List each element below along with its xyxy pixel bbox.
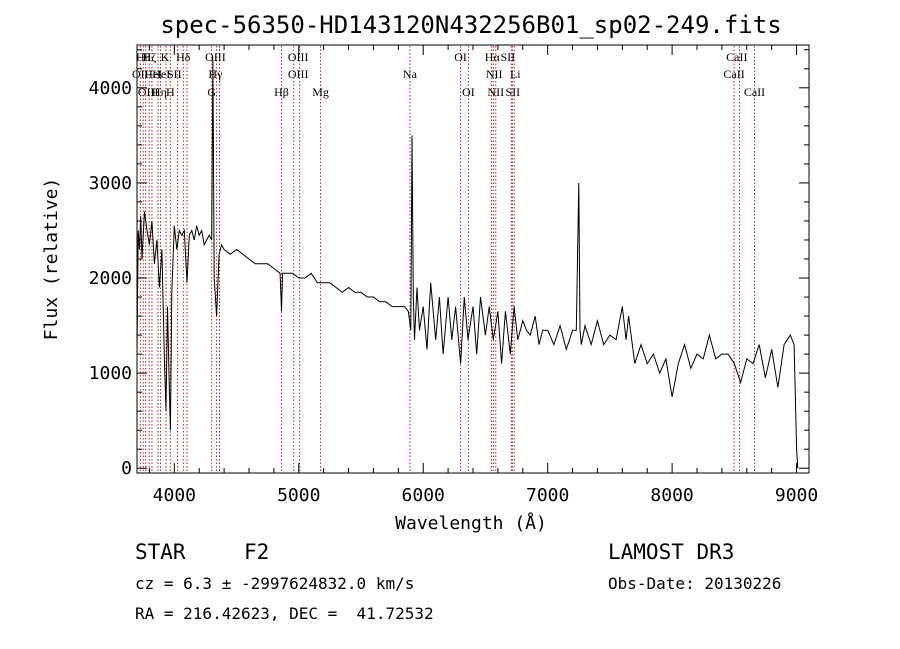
line-label-15: OIII: [288, 50, 309, 64]
line-label-18: Na: [403, 67, 418, 81]
y-tick-label-4: 4000: [89, 78, 132, 99]
object-class: STAR: [135, 540, 186, 564]
y-tick-label-2: 2000: [89, 268, 132, 289]
line-label-19: OI: [454, 50, 467, 64]
line-label-26: SII: [505, 85, 520, 99]
line-label-6: K: [161, 50, 170, 64]
line-label-21: Hα: [485, 50, 501, 64]
line-label-25: NII: [487, 85, 504, 99]
x-tick-label-5: 9000: [775, 485, 818, 506]
y-tick-label-3: 3000: [89, 173, 132, 194]
line-label-17: Mg: [312, 85, 329, 99]
x-tick-label-1: 5000: [277, 485, 320, 506]
line-label-13: G: [207, 85, 216, 99]
line-label-12: Hγ: [208, 67, 223, 81]
line-label-22: SII: [501, 50, 516, 64]
spectrum-line: [136, 59, 799, 469]
redshift-readout: cz = 6.3 ± -2997624832.0 km/s: [135, 574, 415, 593]
x-tick-label-0: 4000: [153, 485, 196, 506]
line-label-8: H: [166, 85, 175, 99]
chart-title: spec-56350-HD143120N432256B01_sp02-249.f…: [160, 11, 781, 39]
y-axis-label: Flux (relative): [41, 178, 62, 341]
line-label-1: OII: [132, 67, 149, 81]
plot-frame: [136, 44, 810, 474]
x-tick-label-3: 7000: [526, 485, 569, 506]
line-label-2: OIII: [138, 85, 159, 99]
x-axis: 4000 5000 6000 7000 8000 9000: [148, 45, 818, 506]
y-tick-label-1: 1000: [89, 363, 132, 384]
emission-line-markers: [139, 46, 755, 472]
line-label-23: NII: [486, 67, 503, 81]
line-label-24: Li: [510, 67, 521, 81]
line-label-9: SII: [167, 67, 182, 81]
line-label-10: Hδ: [176, 50, 191, 64]
x-tick-label-4: 8000: [650, 485, 693, 506]
line-label-0: Hθ: [136, 50, 151, 64]
survey-name: LAMOST DR3: [608, 540, 735, 564]
line-label-28: CaII: [723, 67, 744, 81]
coordinates-readout: RA = 216.42623, DEC = 41.72532: [135, 604, 434, 623]
line-label-11: OIII: [205, 50, 226, 64]
line-label-3: Hζ: [143, 50, 157, 64]
y-tick-label-0: 0: [121, 458, 132, 479]
x-axis-label: Wavelength (Å): [395, 512, 547, 534]
line-label-4: HeI: [144, 67, 162, 81]
y-axis: 0 1000 2000 3000 4000: [89, 49, 809, 479]
observation-date: Obs-Date: 20130226: [608, 574, 782, 593]
line-label-27: CaII: [726, 50, 747, 64]
emission-line-labels: Hθ OII OIII Hζ HeI Hη K HeI H SII Hδ OIII Hγ G Hβ OIII O…: [132, 50, 765, 99]
line-label-7: HeI: [152, 67, 170, 81]
line-label-5: Hη: [152, 85, 167, 99]
line-label-16: OIII: [288, 67, 309, 81]
line-label-14: Hβ: [274, 85, 289, 99]
object-subclass: F2: [244, 540, 270, 564]
line-label-20: OI: [462, 85, 475, 99]
x-tick-label-2: 6000: [402, 485, 445, 506]
line-label-29: CaII: [744, 85, 765, 99]
